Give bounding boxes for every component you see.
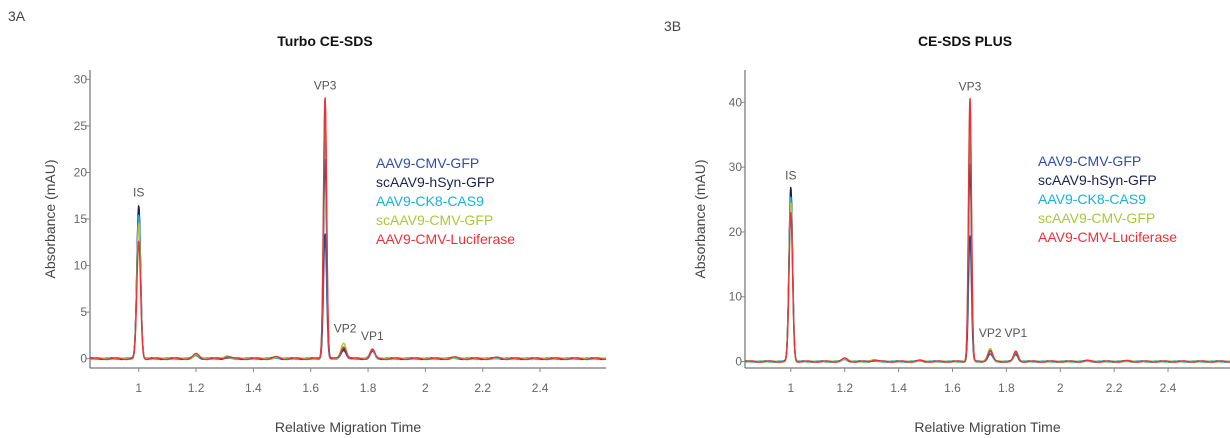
peak-label-vp2: VP2 — [334, 321, 357, 335]
legend-entry: AAV9-CK8-CAS9 — [1038, 191, 1146, 207]
panel-label-3b: 3B — [664, 18, 682, 34]
legend-entry: AAV9-CMV-Luciferase — [1038, 229, 1177, 245]
peak-label-vp1: VP1 — [1004, 326, 1027, 340]
series-line-AAV9-CMV-Luciferase — [89, 97, 607, 361]
x-tick-label: 1.2 — [188, 381, 205, 395]
x-axis-title: Relative Migration Time — [914, 419, 1060, 435]
y-tick-label: 0 — [80, 352, 87, 366]
legend-entry: scAAV9-hSyn-GFP — [376, 174, 495, 190]
x-tick-label: 2.2 — [474, 381, 491, 395]
y-tick-label: 40 — [729, 95, 743, 109]
chart-title: CE-SDS PLUS — [918, 33, 1012, 49]
y-axis-title: Absorbance (mAU) — [42, 159, 58, 278]
peak-label-vp3: VP3 — [959, 80, 982, 94]
legend-entry: AAV9-CMV-GFP — [1038, 153, 1141, 169]
y-tick-label: 25 — [74, 119, 88, 133]
series-line-AAV9-CMV-Luciferase — [744, 97, 1230, 363]
chart-turbo-ce-sds: 0 5 10 15 20 25 30 1 1.2 1.4 1.6 1.8 2 2.2 2.4 Turbo CE… — [42, 33, 607, 435]
panel-label-3a: 3A — [8, 8, 26, 24]
x-tick-label: 2.4 — [532, 381, 549, 395]
y-tick-label: 15 — [74, 212, 88, 226]
x-axis-title: Relative Migration Time — [275, 419, 421, 435]
x-tick-label: 1.8 — [998, 381, 1015, 395]
peak-label-vp1: VP1 — [361, 329, 384, 343]
peak-label-is: IS — [133, 186, 144, 200]
peak-label-vp3: VP3 — [314, 78, 337, 92]
y-tick-label: 10 — [74, 259, 88, 273]
legend-entry: AAV9-CMV-Luciferase — [376, 231, 515, 247]
x-tick-label: 2.2 — [1106, 381, 1123, 395]
legend-entry: scAAV9-CMV-GFP — [376, 212, 493, 228]
peak-label-vp2: VP2 — [979, 326, 1002, 340]
y-axis-title: Absorbance (mAU) — [692, 159, 708, 278]
x-tick-label: 2 — [422, 381, 429, 395]
y-tick-label: 10 — [729, 290, 743, 304]
y-tick-label: 0 — [735, 355, 742, 369]
legend-entry: scAAV9-hSyn-GFP — [1038, 172, 1157, 188]
y-tick-label: 20 — [74, 165, 88, 179]
x-tick-label: 1 — [135, 381, 142, 395]
x-tick-label: 1.2 — [836, 381, 853, 395]
x-tick-label: 1.4 — [245, 381, 262, 395]
x-tick-label: 1.8 — [360, 381, 377, 395]
y-tick-label: 30 — [74, 72, 88, 86]
y-tick-label: 20 — [729, 225, 743, 239]
x-tick-label: 1.6 — [302, 381, 319, 395]
series-line-AAV9-CMV-GFP — [89, 206, 607, 361]
legend-entry: AAV9-CMV-GFP — [376, 155, 479, 171]
legend-entry: AAV9-CK8-CAS9 — [376, 193, 484, 209]
x-tick-label: 1 — [787, 381, 794, 395]
legend-entry: scAAV9-CMV-GFP — [1038, 210, 1155, 226]
x-tick-label: 2 — [1057, 381, 1064, 395]
peak-label-is: IS — [785, 168, 796, 182]
x-tick-label: 1.6 — [944, 381, 961, 395]
x-tick-label: 1.4 — [890, 381, 907, 395]
chart-ce-sds-plus: 0 10 20 30 40 1 1.2 1.4 1.6 1.8 2 2.2 2.4 CE-SDS PLUS… — [692, 33, 1230, 435]
y-tick-label: 5 — [80, 305, 87, 319]
y-tick-label: 30 — [729, 160, 743, 174]
chart-title: Turbo CE-SDS — [277, 33, 372, 49]
x-tick-label: 2.4 — [1160, 381, 1177, 395]
